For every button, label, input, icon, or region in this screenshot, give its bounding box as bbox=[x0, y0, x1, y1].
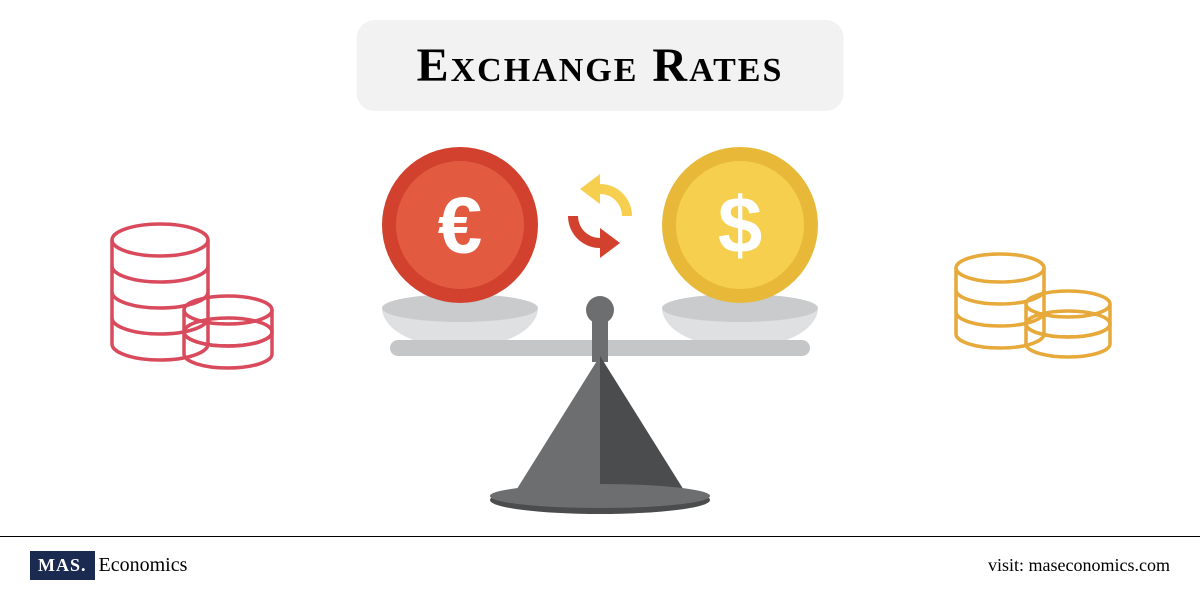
left-coin-stack-icon bbox=[112, 224, 272, 368]
euro-coin-icon: € bbox=[382, 147, 538, 303]
visit-label: visit: maseconomics.com bbox=[988, 555, 1170, 576]
dollar-symbol: $ bbox=[718, 181, 763, 270]
infographic-stage: € $ bbox=[0, 0, 1200, 600]
logo-mark: MAS. bbox=[30, 551, 95, 580]
scale-base-icon bbox=[490, 356, 710, 514]
footer: MAS. Economics visit: maseconomics.com bbox=[0, 536, 1200, 600]
dollar-coin-icon: $ bbox=[662, 147, 818, 303]
exchange-arrows-icon bbox=[568, 174, 632, 258]
right-coin-stack-icon bbox=[956, 254, 1110, 357]
scale-post bbox=[592, 318, 608, 362]
logo-text: Economics bbox=[99, 554, 188, 577]
euro-symbol: € bbox=[438, 181, 483, 270]
logo: MAS. Economics bbox=[30, 551, 187, 580]
